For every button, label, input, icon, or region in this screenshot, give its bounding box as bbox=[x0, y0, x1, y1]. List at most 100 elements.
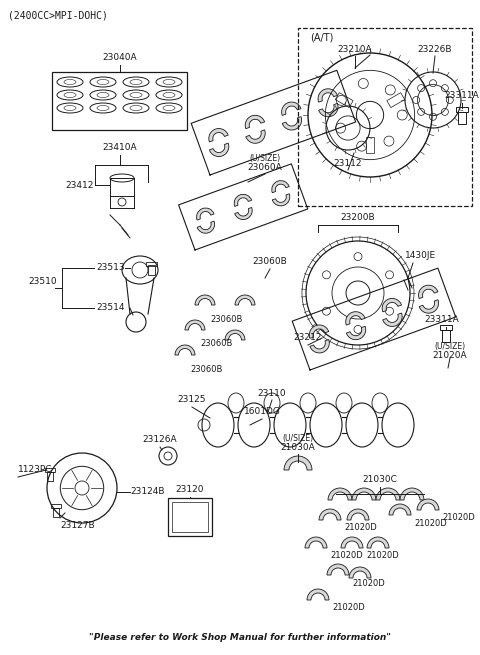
Text: 23060B: 23060B bbox=[200, 339, 232, 348]
Text: 23311A: 23311A bbox=[444, 92, 480, 100]
Wedge shape bbox=[389, 504, 411, 515]
Bar bbox=[336, 92, 353, 107]
Bar bbox=[53, 508, 59, 517]
Bar bbox=[110, 178, 134, 196]
Wedge shape bbox=[382, 299, 402, 312]
Text: 23212: 23212 bbox=[294, 333, 322, 343]
Text: (U/SIZE): (U/SIZE) bbox=[434, 341, 466, 350]
Bar bbox=[45, 468, 55, 472]
Text: 23060B: 23060B bbox=[190, 364, 222, 373]
Bar bbox=[146, 262, 157, 266]
Wedge shape bbox=[246, 130, 265, 143]
Bar bbox=[458, 112, 466, 124]
Wedge shape bbox=[383, 313, 402, 326]
Wedge shape bbox=[346, 312, 365, 325]
Wedge shape bbox=[349, 567, 371, 578]
Wedge shape bbox=[185, 320, 205, 330]
Text: 23510: 23510 bbox=[28, 278, 57, 286]
Wedge shape bbox=[400, 488, 424, 500]
Bar bbox=[442, 330, 450, 342]
Bar bbox=[52, 72, 187, 130]
Wedge shape bbox=[284, 456, 312, 470]
Wedge shape bbox=[225, 330, 245, 340]
Text: 21020D: 21020D bbox=[352, 578, 385, 588]
Wedge shape bbox=[197, 221, 215, 233]
Text: (2400CC>MPI-DOHC): (2400CC>MPI-DOHC) bbox=[8, 11, 108, 21]
Bar bbox=[168, 498, 212, 536]
Text: 23514: 23514 bbox=[96, 303, 124, 312]
Text: 23311A: 23311A bbox=[425, 316, 459, 324]
Bar bbox=[366, 137, 374, 153]
Wedge shape bbox=[195, 295, 215, 305]
Text: 21020D: 21020D bbox=[332, 603, 365, 612]
Wedge shape bbox=[419, 285, 438, 299]
Wedge shape bbox=[352, 488, 376, 500]
Text: 21020D: 21020D bbox=[330, 552, 363, 561]
Text: 21020D: 21020D bbox=[366, 552, 399, 561]
Text: 1123PC: 1123PC bbox=[18, 466, 52, 474]
Wedge shape bbox=[347, 326, 366, 340]
Text: (U/SIZE): (U/SIZE) bbox=[250, 153, 281, 162]
Bar bbox=[298, 28, 472, 206]
Wedge shape bbox=[282, 117, 301, 130]
Wedge shape bbox=[347, 509, 369, 520]
Wedge shape bbox=[209, 128, 228, 142]
Wedge shape bbox=[341, 537, 363, 548]
Text: 23126A: 23126A bbox=[143, 436, 177, 445]
Wedge shape bbox=[234, 195, 252, 206]
Wedge shape bbox=[419, 300, 439, 313]
Text: 21020D: 21020D bbox=[442, 514, 475, 523]
Wedge shape bbox=[175, 345, 195, 355]
Wedge shape bbox=[417, 499, 439, 510]
Text: 23124B: 23124B bbox=[130, 487, 165, 496]
Text: 23210A: 23210A bbox=[338, 45, 372, 54]
Wedge shape bbox=[319, 509, 341, 520]
Text: 21020D: 21020D bbox=[344, 523, 377, 533]
Wedge shape bbox=[305, 537, 327, 548]
Text: "Please refer to Work Shop Manual for further information": "Please refer to Work Shop Manual for fu… bbox=[89, 633, 391, 643]
Wedge shape bbox=[328, 488, 352, 500]
Text: 23112: 23112 bbox=[334, 159, 362, 168]
Wedge shape bbox=[209, 143, 229, 157]
Bar bbox=[387, 92, 405, 107]
Text: 23060B: 23060B bbox=[252, 257, 288, 267]
Text: 1601DG: 1601DG bbox=[243, 407, 280, 417]
Text: 21030C: 21030C bbox=[362, 476, 397, 485]
Text: 23200B: 23200B bbox=[341, 214, 375, 223]
Wedge shape bbox=[235, 295, 255, 305]
Wedge shape bbox=[376, 488, 400, 500]
Bar bbox=[47, 472, 53, 481]
Text: 23513: 23513 bbox=[96, 263, 125, 272]
Text: 23060B: 23060B bbox=[210, 314, 242, 324]
Wedge shape bbox=[307, 589, 329, 600]
Wedge shape bbox=[327, 564, 349, 575]
Bar bbox=[456, 107, 468, 112]
Wedge shape bbox=[282, 102, 301, 115]
Wedge shape bbox=[319, 103, 338, 117]
Text: 21020A: 21020A bbox=[432, 350, 468, 360]
Bar bbox=[172, 502, 208, 532]
Wedge shape bbox=[367, 537, 389, 548]
Text: 23120: 23120 bbox=[176, 485, 204, 495]
Text: 23060A: 23060A bbox=[248, 162, 282, 172]
Text: 1430JE: 1430JE bbox=[405, 252, 436, 261]
Wedge shape bbox=[272, 181, 289, 193]
Wedge shape bbox=[235, 208, 252, 219]
Text: 21030A: 21030A bbox=[281, 443, 315, 451]
Text: (U/SIZE): (U/SIZE) bbox=[282, 434, 313, 443]
Wedge shape bbox=[197, 208, 214, 220]
Text: 23127B: 23127B bbox=[60, 521, 95, 529]
Wedge shape bbox=[309, 325, 329, 339]
Bar bbox=[51, 504, 61, 508]
Text: 21020D: 21020D bbox=[414, 519, 447, 527]
Text: 23040A: 23040A bbox=[103, 54, 137, 62]
Bar bbox=[440, 325, 452, 330]
Wedge shape bbox=[318, 89, 337, 102]
Wedge shape bbox=[272, 194, 290, 206]
Text: 23410A: 23410A bbox=[103, 143, 137, 153]
Text: (A/T): (A/T) bbox=[310, 33, 334, 43]
Bar bbox=[148, 265, 155, 275]
Wedge shape bbox=[245, 115, 264, 128]
Text: 23110: 23110 bbox=[258, 388, 286, 398]
Text: 23412: 23412 bbox=[66, 181, 94, 189]
